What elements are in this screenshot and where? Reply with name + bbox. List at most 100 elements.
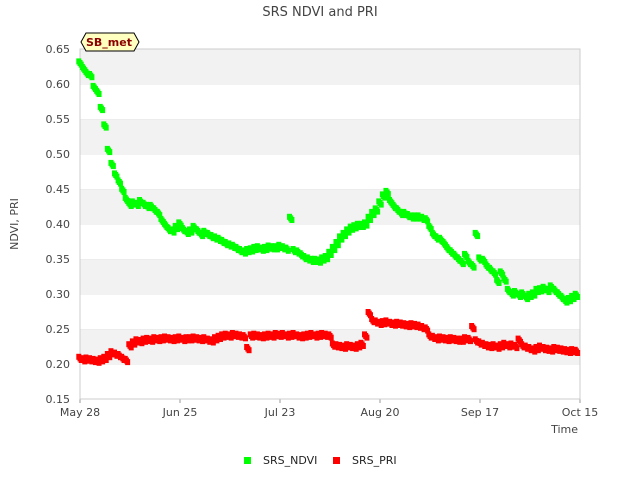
- data-point: [114, 173, 120, 180]
- data-point: [103, 124, 109, 131]
- badge-shape: [80, 32, 140, 52]
- data-point: [425, 218, 431, 225]
- data-point: [375, 208, 381, 215]
- data-point: [532, 292, 538, 299]
- data-point: [89, 74, 95, 81]
- data-point: [385, 191, 391, 198]
- data-point: [285, 247, 291, 254]
- legend-label: SRS_NDVI: [263, 454, 317, 467]
- data-point: [464, 254, 470, 261]
- data-point: [317, 259, 323, 266]
- data-point: [525, 296, 531, 303]
- data-point: [96, 91, 102, 97]
- y-tick-label: 0.60: [46, 78, 71, 91]
- data-point: [121, 189, 127, 195]
- y-tick-label: 0.65: [46, 43, 71, 56]
- y-tick-label: 0.30: [46, 288, 71, 301]
- data-point: [367, 312, 373, 319]
- y-tick-label: 0.45: [46, 183, 71, 196]
- data-point: [335, 242, 341, 249]
- x-tick-label: May 28: [60, 406, 100, 419]
- data-point: [328, 252, 334, 258]
- x-tick-label: Oct 15: [562, 406, 599, 419]
- data-point: [100, 107, 106, 114]
- data-point: [575, 350, 581, 356]
- data-point: [503, 278, 509, 285]
- data-point: [571, 296, 577, 303]
- data-point: [500, 271, 506, 278]
- data-point: [332, 247, 338, 254]
- y-tick-label: 0.20: [46, 358, 71, 371]
- data-point: [378, 201, 384, 208]
- data-point: [328, 334, 334, 341]
- data-point: [364, 334, 370, 341]
- legend-swatch: [244, 457, 251, 464]
- data-point: [117, 180, 123, 187]
- data-point: [346, 229, 352, 236]
- data-point: [246, 347, 252, 354]
- data-point: [339, 236, 345, 243]
- y-axis: 0.15 0.20 0.25 0.30 0.35 0.40 0.45 0.50 0.55 0.60…: [46, 43, 71, 406]
- data-point: [460, 261, 466, 268]
- data-point: [471, 326, 477, 333]
- series-srs-ndvi: [76, 58, 581, 306]
- data-point: [546, 289, 552, 296]
- grid-band: [80, 49, 580, 84]
- y-tick-label: 0.15: [46, 393, 71, 406]
- series-layer: [76, 58, 581, 366]
- x-tick-label: Sep 17: [461, 406, 499, 419]
- x-tick-label: Jun 25: [162, 406, 198, 419]
- data-point: [128, 344, 134, 351]
- data-point: [492, 271, 498, 278]
- data-point: [210, 339, 216, 346]
- data-point: [425, 327, 431, 334]
- data-point: [428, 226, 434, 233]
- data-point: [242, 335, 248, 342]
- x-axis: May 28 Jun 25 Jul 23 Aug 20 Sep 17 Oct 15: [60, 399, 598, 419]
- legend-label: SRS_PRI: [352, 454, 397, 467]
- y-axis-label: NDVI, PRI: [8, 198, 21, 250]
- grid-band: [80, 154, 580, 189]
- y-tick-label: 0.50: [46, 148, 71, 161]
- grid-band: [80, 119, 580, 154]
- data-point: [471, 264, 477, 271]
- y-tick-label: 0.55: [46, 113, 71, 126]
- data-point: [157, 212, 163, 219]
- data-point: [325, 256, 331, 263]
- data-point: [110, 163, 116, 170]
- x-axis-label: Time: [550, 423, 578, 436]
- y-tick-label: 0.35: [46, 253, 71, 266]
- data-point: [496, 280, 502, 286]
- x-tick-label: Aug 20: [361, 406, 400, 419]
- data-point: [107, 149, 113, 156]
- badge: SB_met: [80, 32, 140, 52]
- data-point: [475, 233, 481, 240]
- badge-text: SB_met: [86, 36, 132, 49]
- data-point: [360, 343, 366, 349]
- data-point: [382, 194, 388, 201]
- data-point: [514, 345, 520, 352]
- data-point: [342, 233, 348, 240]
- data-point: [125, 359, 131, 366]
- data-point: [132, 341, 138, 348]
- data-point: [289, 217, 295, 223]
- y-tick-label: 0.40: [46, 218, 71, 231]
- grid-band: [80, 294, 580, 329]
- data-point: [467, 338, 473, 345]
- series-srs-pri: [76, 309, 581, 366]
- data-point: [135, 203, 141, 209]
- plot-frame: [79, 48, 581, 400]
- data-point: [200, 233, 206, 240]
- data-point: [575, 294, 581, 300]
- data-point: [364, 222, 370, 229]
- data-point: [175, 226, 181, 233]
- y-tick-label: 0.25: [46, 323, 71, 336]
- data-point: [171, 229, 177, 236]
- legend-swatch: [333, 457, 340, 464]
- legend: SRS_NDVI SRS_PRI: [244, 454, 397, 467]
- grid-band: [80, 84, 580, 119]
- data-point: [567, 298, 573, 305]
- x-tick-label: Jul 23: [264, 406, 296, 419]
- data-point: [371, 212, 377, 219]
